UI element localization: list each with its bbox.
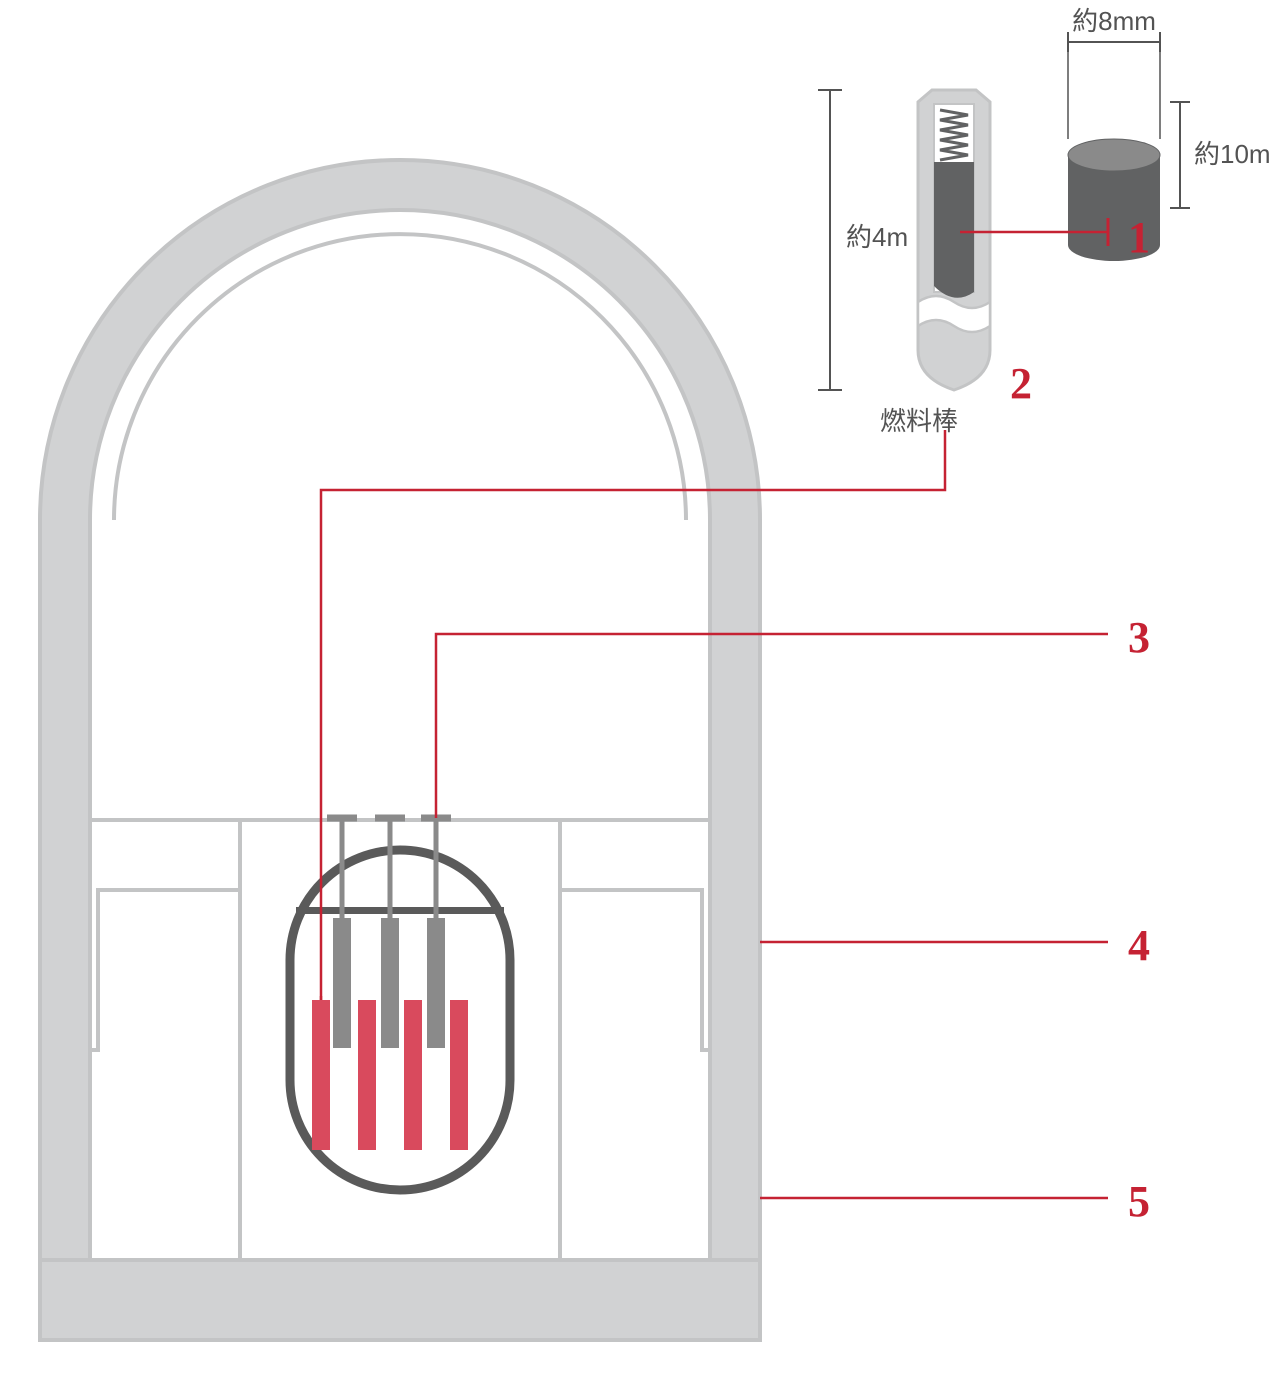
control-rod	[427, 918, 445, 1048]
fuel-rod	[404, 1000, 422, 1150]
dim-rod-height: 約4m	[846, 222, 908, 252]
callout-1: 1	[1128, 213, 1150, 262]
dim-pellet-height: 約10mm	[1194, 139, 1272, 169]
callout-4: 4	[1128, 921, 1150, 970]
control-rod	[333, 918, 351, 1048]
label-fuel-rod: 燃料棒	[880, 406, 958, 436]
dim-pellet-width: 約8mm	[1072, 6, 1156, 36]
fuel-rod	[358, 1000, 376, 1150]
rod-pellet-fill	[934, 162, 974, 298]
pellet-top	[1068, 139, 1160, 171]
base-slab	[40, 1260, 760, 1340]
callout-3: 3	[1128, 613, 1150, 662]
control-rod	[381, 918, 399, 1048]
callout-5: 5	[1128, 1177, 1150, 1226]
fuel-rod	[450, 1000, 468, 1150]
callout-2: 2	[1010, 359, 1032, 408]
fuel-rod	[312, 1000, 330, 1150]
